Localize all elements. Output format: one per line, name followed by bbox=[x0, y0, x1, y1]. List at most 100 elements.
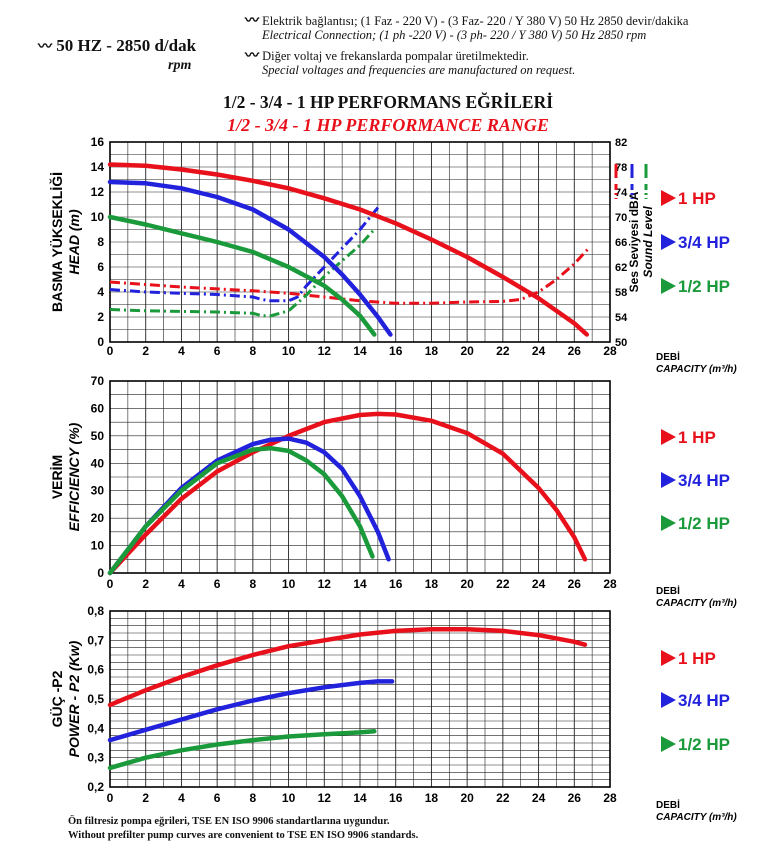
footer-en: Without prefilter pump curves are conven… bbox=[68, 830, 419, 841]
y2-tick-label: 58 bbox=[615, 287, 627, 299]
legend-arrow-icon bbox=[661, 515, 676, 531]
x-tick-label: 8 bbox=[250, 791, 257, 805]
y2-tick-label: 74 bbox=[615, 187, 628, 199]
x-tick-label: 26 bbox=[568, 344, 582, 358]
y-tick-label: 0 bbox=[97, 335, 104, 349]
x-tick-label: 26 bbox=[568, 791, 582, 805]
legend-arrow-icon bbox=[661, 472, 676, 488]
x-tick-label: 22 bbox=[496, 344, 510, 358]
y-tick-label: 70 bbox=[91, 374, 105, 388]
x-tick-label: 8 bbox=[250, 577, 257, 591]
x-tick-label: 12 bbox=[318, 344, 332, 358]
y2-tick-label: 62 bbox=[615, 262, 627, 274]
series-line bbox=[107, 729, 377, 771]
plot-frame bbox=[109, 610, 611, 788]
y-axis-label-tr: GÜÇ -P2 bbox=[49, 670, 65, 727]
header-line-3: 〰 Diğer voltaj ve frekanslarda pompalar … bbox=[245, 45, 529, 65]
x-tick-label: 16 bbox=[389, 344, 403, 358]
sound-level-line bbox=[109, 247, 590, 305]
x-tick-label: 18 bbox=[425, 577, 439, 591]
y2-tick-label: 54 bbox=[615, 312, 628, 324]
legend-label: 3/4 HP bbox=[678, 471, 730, 490]
x-tick-label: 4 bbox=[178, 344, 185, 358]
legend-label: 3/4 HP bbox=[678, 233, 730, 252]
x-axis-label-en: CAPACITY (m³/h) bbox=[656, 598, 737, 609]
y2-axis-label-tr: Ses Seviyesi dBA bbox=[627, 191, 641, 292]
series-line bbox=[107, 445, 375, 576]
bolt-icon: 〰 bbox=[245, 49, 259, 64]
speed-main: 50 HZ - 2850 d/dak bbox=[56, 36, 197, 55]
plot-frame bbox=[109, 141, 611, 343]
x-tick-label: 6 bbox=[214, 791, 221, 805]
x-axis-label-tr: DEBİ bbox=[656, 350, 680, 363]
y-tick-label: 60 bbox=[91, 401, 105, 415]
legend-arrow-icon bbox=[661, 429, 676, 445]
x-tick-label: 18 bbox=[425, 344, 439, 358]
legend-arrow-icon bbox=[661, 278, 676, 294]
legend-label: 1/2 HP bbox=[678, 514, 730, 533]
x-tick-label: 24 bbox=[532, 344, 546, 358]
x-tick-label: 4 bbox=[178, 791, 185, 805]
x-tick-label: 6 bbox=[214, 344, 221, 358]
y-tick-label: 12 bbox=[91, 185, 105, 199]
y-axis-label-tr: VERİM bbox=[49, 455, 65, 499]
x-tick-label: 0 bbox=[107, 344, 114, 358]
x-tick-label: 24 bbox=[532, 791, 546, 805]
y-tick-label: 14 bbox=[91, 160, 105, 174]
y-tick-label: 0,8 bbox=[87, 604, 104, 618]
y-tick-label: 10 bbox=[91, 210, 105, 224]
sound-level-line bbox=[109, 228, 376, 318]
legend-label: 1/2 HP bbox=[678, 277, 730, 296]
x-tick-label: 14 bbox=[353, 344, 367, 358]
x-tick-label: 2 bbox=[142, 344, 149, 358]
plot-frame bbox=[109, 380, 611, 574]
legend-label: 1 HP bbox=[678, 428, 716, 447]
x-tick-label: 16 bbox=[389, 577, 403, 591]
x-tick-label: 20 bbox=[460, 791, 474, 805]
x-axis-label-tr: DEBİ bbox=[656, 798, 680, 811]
y-tick-label: 0,7 bbox=[87, 633, 104, 647]
voltage-note-tr: Diğer voltaj ve frekanslarda pompalar ür… bbox=[262, 49, 529, 63]
x-axis-label-en: CAPACITY (m³/h) bbox=[656, 364, 737, 375]
y2-axis-label-en: Sound Level bbox=[641, 206, 655, 278]
y-tick-label: 0,3 bbox=[87, 751, 104, 765]
y-tick-label: 0,4 bbox=[87, 721, 104, 735]
y-tick-label: 0,5 bbox=[87, 692, 104, 706]
y2-tick-label: 70 bbox=[615, 212, 627, 224]
x-tick-label: 20 bbox=[460, 344, 474, 358]
legend-arrow-icon bbox=[661, 736, 676, 752]
title-tr: 1/2 - 3/4 - 1 HP PERFORMANS EĞRİLERİ bbox=[222, 92, 554, 112]
legend-label: 1/2 HP bbox=[678, 735, 730, 754]
x-tick-label: 0 bbox=[107, 577, 114, 591]
y-axis-label-en: HEAD (m) bbox=[66, 209, 82, 275]
y-tick-label: 4 bbox=[97, 285, 104, 299]
x-tick-label: 10 bbox=[282, 577, 296, 591]
connection-en: Electrical Connection; (1 ph -220 V) - (… bbox=[262, 28, 647, 42]
connection-tr: Elektrik bağlantısı; (1 Faz - 220 V) - (… bbox=[262, 14, 689, 28]
y2-tick-label: 66 bbox=[615, 237, 627, 249]
series-line bbox=[107, 679, 395, 743]
header-line-1: 〰 Elektrik bağlantısı; (1 Faz - 220 V) -… bbox=[245, 10, 688, 30]
x-tick-label: 22 bbox=[496, 577, 510, 591]
x-tick-label: 24 bbox=[532, 577, 546, 591]
x-tick-label: 2 bbox=[142, 577, 149, 591]
y-tick-label: 6 bbox=[97, 260, 104, 274]
bolt-icon: 〰 bbox=[245, 14, 259, 29]
x-tick-label: 0 bbox=[107, 791, 114, 805]
legend-label: 1 HP bbox=[678, 649, 716, 668]
x-tick-label: 12 bbox=[318, 791, 332, 805]
y2-tick-label: 82 bbox=[615, 137, 627, 149]
legend-arrow-icon bbox=[661, 190, 676, 206]
series-line bbox=[107, 179, 393, 337]
x-tick-label: 10 bbox=[282, 791, 296, 805]
y-tick-label: 20 bbox=[91, 511, 105, 525]
y-tick-label: 0,6 bbox=[87, 663, 104, 677]
speed-heading: 〰 50 HZ - 2850 d/dak bbox=[38, 36, 196, 56]
y-tick-label: 0 bbox=[97, 566, 104, 580]
x-axis-label-en: CAPACITY (m³/h) bbox=[656, 812, 737, 823]
series-line bbox=[107, 162, 590, 337]
bolt-icon: 〰 bbox=[38, 40, 52, 55]
series-line bbox=[107, 626, 588, 708]
x-tick-label: 18 bbox=[425, 791, 439, 805]
series-line bbox=[107, 214, 377, 337]
